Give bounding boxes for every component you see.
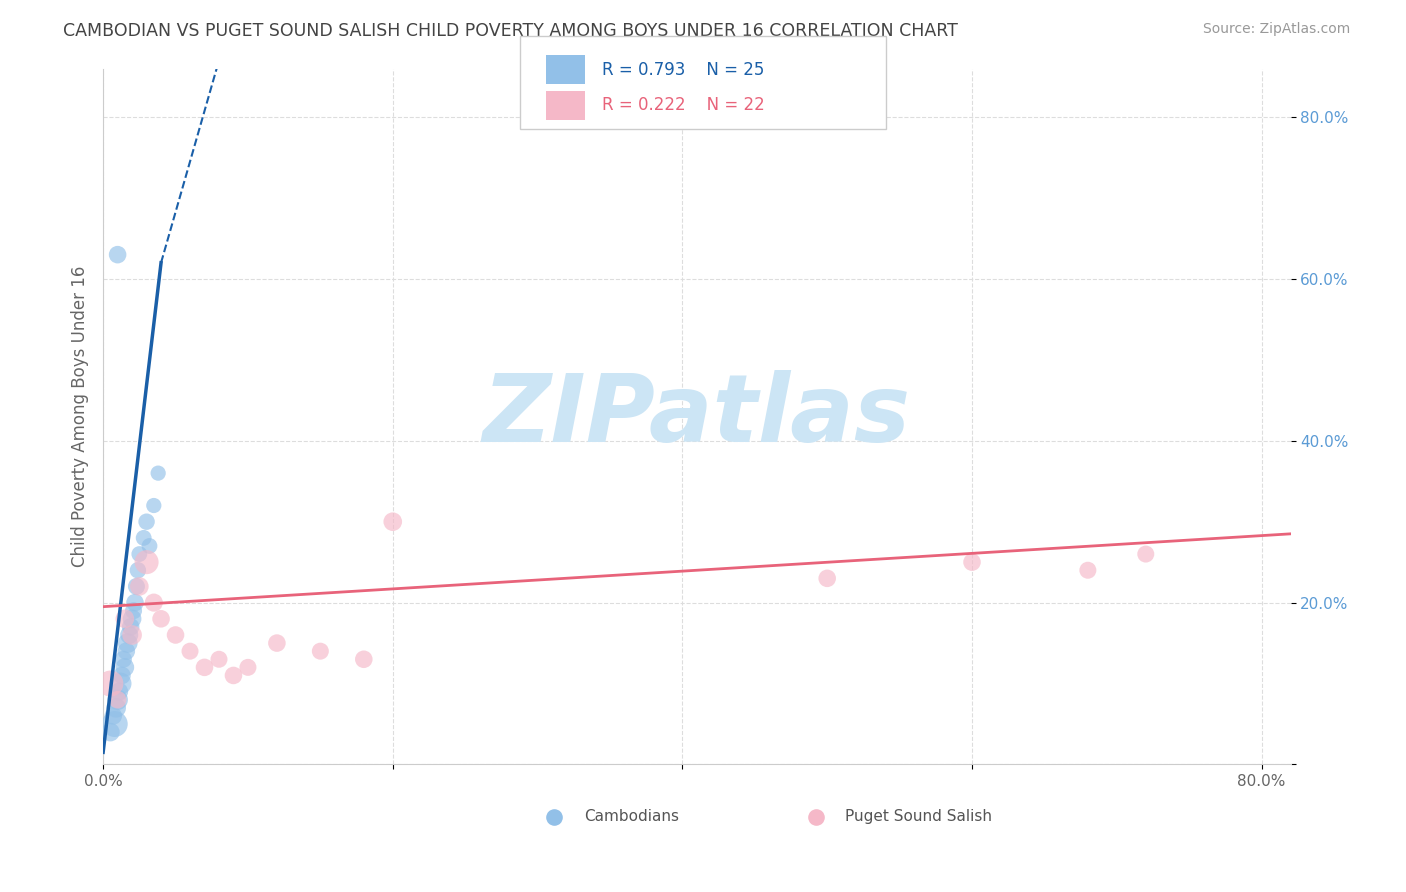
Text: ZIPatlas: ZIPatlas <box>482 370 911 462</box>
Y-axis label: Child Poverty Among Boys Under 16: Child Poverty Among Boys Under 16 <box>72 266 89 567</box>
Point <box>193 660 215 674</box>
Point <box>115 644 138 658</box>
Point <box>104 717 127 731</box>
Point <box>124 596 146 610</box>
Point <box>107 692 129 706</box>
Point <box>121 628 143 642</box>
Point <box>222 668 245 682</box>
Point <box>1077 563 1099 577</box>
Point <box>146 466 169 480</box>
Point <box>127 563 149 577</box>
Point <box>135 555 157 569</box>
Point <box>543 810 565 824</box>
Point <box>1135 547 1157 561</box>
Point <box>266 636 288 650</box>
Point <box>122 604 145 618</box>
Point <box>179 644 201 658</box>
Point <box>236 660 259 674</box>
Point <box>117 636 139 650</box>
Point <box>132 531 155 545</box>
Point <box>108 684 131 698</box>
Point <box>165 628 187 642</box>
Point <box>960 555 983 569</box>
Point <box>135 515 157 529</box>
Point <box>208 652 231 666</box>
Point <box>112 652 135 666</box>
Text: CAMBODIAN VS PUGET SOUND SALISH CHILD POVERTY AMONG BOYS UNDER 16 CORRELATION CH: CAMBODIAN VS PUGET SOUND SALISH CHILD PO… <box>63 22 957 40</box>
Point <box>142 499 165 513</box>
Point <box>128 579 150 593</box>
Point <box>309 644 332 658</box>
Point <box>138 539 160 553</box>
Point <box>815 571 838 585</box>
Point <box>128 547 150 561</box>
Point <box>114 612 136 626</box>
Point <box>120 620 142 634</box>
Point <box>107 692 129 706</box>
Text: R = 0.222    N = 22: R = 0.222 N = 22 <box>602 96 765 114</box>
Point <box>118 628 141 642</box>
Point <box>804 810 827 824</box>
Point <box>107 247 129 261</box>
Point <box>111 668 134 682</box>
Point <box>353 652 375 666</box>
Point <box>381 515 404 529</box>
Point <box>150 612 173 626</box>
Point <box>121 612 143 626</box>
Point <box>98 725 121 739</box>
Point <box>103 709 125 723</box>
Text: Puget Sound Salish: Puget Sound Salish <box>845 809 993 824</box>
Point <box>114 660 136 674</box>
Point <box>125 579 148 593</box>
Point <box>142 596 165 610</box>
Text: Cambodians: Cambodians <box>583 809 679 824</box>
Point <box>110 676 132 690</box>
Text: Source: ZipAtlas.com: Source: ZipAtlas.com <box>1202 22 1350 37</box>
Point <box>105 701 128 715</box>
Text: R = 0.793    N = 25: R = 0.793 N = 25 <box>602 61 763 78</box>
Point <box>98 676 121 690</box>
